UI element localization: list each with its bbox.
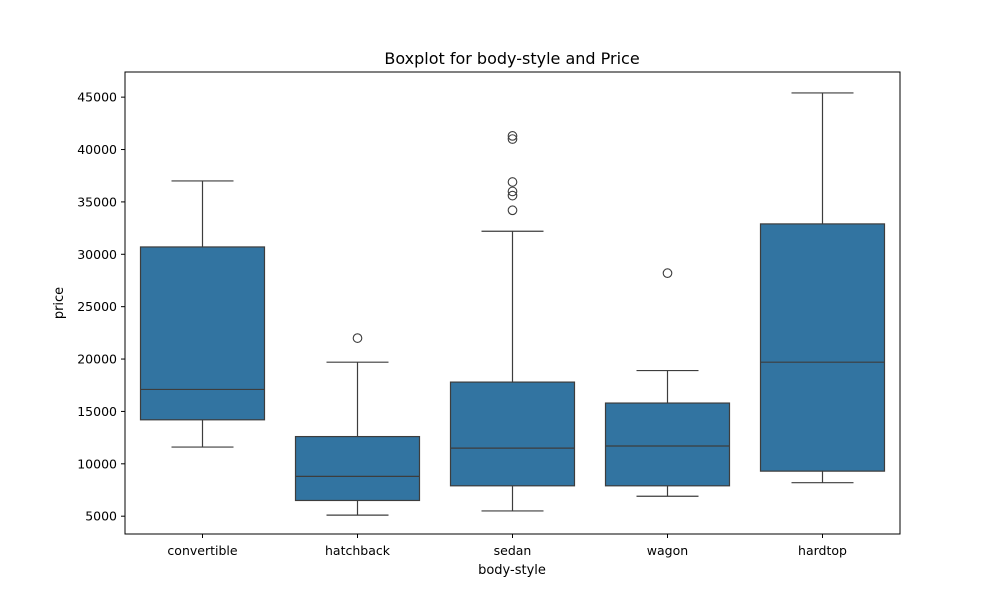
y-tick-label: 10000 <box>77 456 117 471</box>
outlier-point <box>352 333 363 343</box>
outlier-point <box>507 131 518 141</box>
y-tick-label: 20000 <box>77 352 117 367</box>
y-tick-label: 25000 <box>77 299 117 314</box>
y-tick-label: 35000 <box>77 194 117 209</box>
chart-title: Boxplot for body-style and Price <box>384 49 639 68</box>
iqr-box <box>294 435 421 502</box>
y-tick-label: 30000 <box>77 247 117 262</box>
box-wagon <box>604 268 731 497</box>
x-tick-label: sedan <box>494 543 532 558</box>
x-tick-label: hardtop <box>798 543 847 558</box>
x-tick-label: wagon <box>647 543 688 558</box>
x-tick-label: hatchback <box>325 543 391 558</box>
iqr-box <box>759 223 886 472</box>
iqr-box <box>139 246 266 421</box>
box-hardtop <box>759 92 886 484</box>
box-sedan <box>449 131 576 512</box>
y-axis-label: price <box>52 287 67 319</box>
y-tick-label: 40000 <box>77 142 117 157</box>
x-axis-label: body-style <box>478 563 546 578</box>
outlier-point <box>507 186 518 197</box>
outlier-point <box>507 205 518 216</box>
iqr-box <box>604 402 731 487</box>
outlier-point <box>507 134 518 144</box>
outlier-point <box>507 177 518 187</box>
y-tick-label: 5000 <box>85 509 117 524</box>
outlier-point <box>507 190 518 201</box>
y-tick-label: 15000 <box>77 404 117 419</box>
box-hatchback <box>294 333 421 516</box>
iqr-box <box>449 381 576 487</box>
y-tick-label: 45000 <box>77 90 117 105</box>
box-convertible <box>139 180 266 448</box>
outlier-point <box>662 268 673 278</box>
x-tick-label: convertible <box>167 543 237 558</box>
x-axis: convertible hatchback sedan wagon hardtop <box>167 534 847 558</box>
plot-area <box>139 92 886 516</box>
y-axis: 5000 10000 15000 20000 25000 30000 35000 40000 4… <box>77 90 125 524</box>
